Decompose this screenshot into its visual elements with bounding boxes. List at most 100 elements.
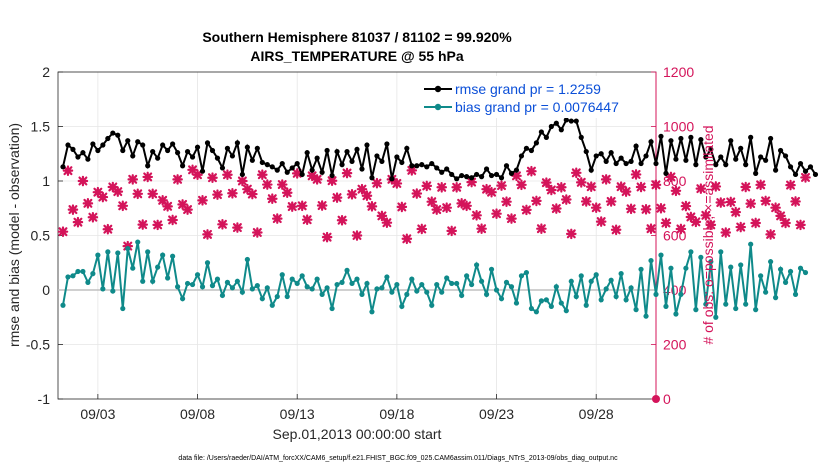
rmse-point	[797, 160, 804, 167]
bias-point	[279, 272, 285, 278]
bias-point	[658, 252, 664, 258]
bias-point	[85, 279, 91, 285]
bias-point	[184, 280, 191, 287]
obs-count-point	[252, 227, 263, 238]
obs-count-point	[232, 222, 243, 233]
right-y-axis-label: # of obs: o=possible; ×=assimilated	[700, 125, 716, 344]
bias-point	[488, 266, 495, 272]
obs-count-point	[291, 168, 303, 179]
obs-possible-marker	[652, 395, 660, 403]
obs-count-point	[705, 219, 717, 231]
obs-count-point	[396, 201, 408, 213]
bias-point	[379, 285, 385, 291]
bias-point	[733, 305, 739, 312]
rmse-point	[698, 136, 704, 143]
obs-count-point	[112, 186, 124, 197]
rmse-point	[334, 148, 340, 155]
obs-count-point	[551, 203, 562, 214]
obs-count-point	[775, 210, 786, 222]
rmse-point	[658, 133, 664, 139]
obs-count-point	[610, 224, 622, 236]
rmse-point	[683, 157, 689, 163]
obs-count-point	[680, 200, 692, 212]
rmse-point	[449, 171, 455, 178]
bias-line	[61, 241, 807, 318]
bias-point	[583, 302, 589, 308]
bias-point	[648, 257, 654, 264]
rmse-point	[389, 176, 395, 182]
rmse-point	[628, 158, 634, 164]
obs-count-point	[645, 223, 657, 234]
bias-point	[130, 265, 136, 271]
bias-point	[548, 303, 554, 309]
obs-count-point	[580, 196, 592, 207]
rmse-point	[394, 154, 400, 160]
rmse-point	[743, 162, 749, 168]
bias-point	[603, 286, 609, 292]
obs-count-point	[491, 208, 502, 219]
bias-point	[309, 286, 315, 292]
bias-point	[623, 297, 629, 303]
obs-count-point	[351, 230, 363, 241]
x-axis-label: Sep.01,2013 00:00:00 start	[273, 426, 442, 442]
obs-count-point	[785, 179, 796, 191]
rmse-point	[279, 160, 285, 167]
bias-point	[543, 297, 549, 303]
rmse-point	[339, 162, 345, 168]
bias-point	[708, 259, 714, 265]
rmse-point	[209, 147, 216, 154]
obs-count-point	[630, 169, 642, 180]
rmse-point	[115, 132, 121, 138]
bias-point	[628, 285, 634, 291]
chart-subtitle: AIRS_TEMPERATURE @ 55 hPa	[250, 48, 464, 64]
rmse-point	[523, 145, 530, 151]
rmse-point	[703, 154, 709, 160]
obs-count-point	[296, 200, 308, 212]
obs-count-point	[725, 196, 737, 208]
rmse-point	[224, 145, 231, 151]
bias-point	[493, 287, 500, 293]
rmse-point	[598, 151, 604, 157]
rmse-point	[533, 140, 540, 146]
rmse-point	[120, 147, 126, 154]
obs-count-point	[376, 210, 388, 222]
bias-point	[65, 274, 71, 280]
obs-count-point	[605, 196, 617, 207]
bias-point	[688, 249, 694, 255]
rmse-point	[294, 160, 300, 167]
obs-count-point	[595, 216, 607, 227]
rmse-point	[638, 160, 644, 167]
obs-count-point	[556, 181, 567, 193]
bias-point	[773, 295, 779, 301]
bias-point	[758, 273, 764, 279]
bias-point	[498, 296, 505, 302]
obs-count-point	[326, 175, 338, 187]
obs-count-point	[142, 171, 153, 183]
rmse-point	[269, 164, 275, 170]
obs-count-point	[496, 180, 507, 191]
rmse-point	[763, 157, 769, 163]
obs-count-point	[710, 181, 722, 192]
left-y-tick-label: 1.5	[31, 119, 51, 135]
obs-count-point	[695, 183, 707, 194]
bias-point	[100, 286, 106, 292]
right-y-tick-label: 200	[663, 337, 687, 353]
rmse-point	[733, 156, 739, 162]
bias-point	[274, 293, 280, 300]
bias-point	[269, 302, 275, 308]
rmse-point	[369, 175, 375, 181]
rmse-point	[229, 153, 236, 159]
obs-count-point	[625, 203, 637, 215]
rmse-point	[802, 168, 809, 174]
rmse-point	[399, 159, 405, 166]
bias-point	[678, 291, 684, 297]
bias-point	[289, 276, 295, 282]
bias-point	[763, 289, 769, 295]
obs-count-point	[635, 181, 647, 193]
bias-point	[588, 278, 594, 284]
obs-count-point	[82, 198, 94, 209]
rmse-point	[409, 163, 415, 169]
rmse-point	[160, 142, 166, 148]
bias-point	[713, 314, 719, 320]
